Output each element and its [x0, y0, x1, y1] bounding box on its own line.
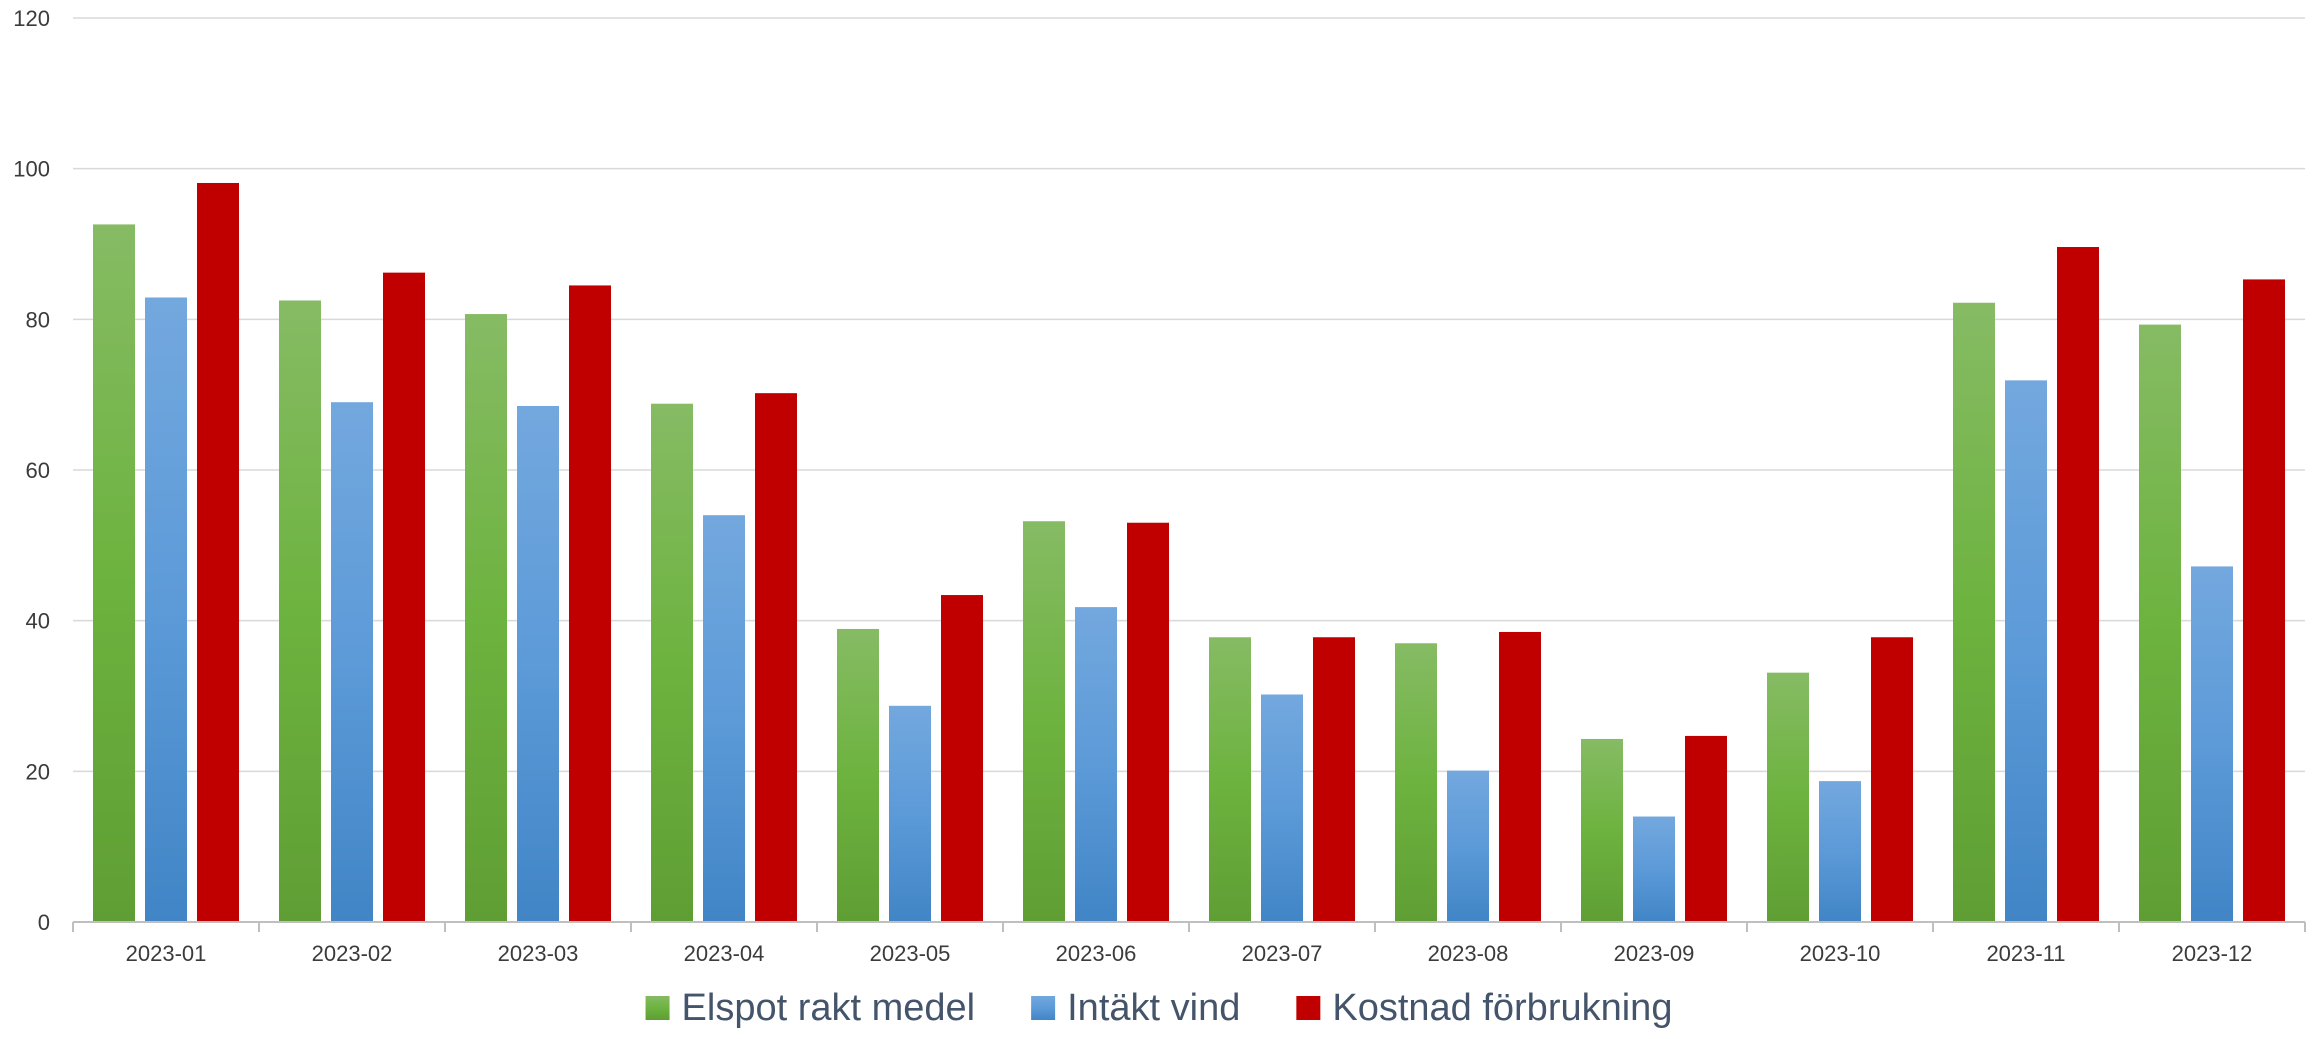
x-axis [72, 921, 2306, 932]
x-tick-label: 2023-11 [1986, 941, 2065, 966]
x-tick-label: 2023-10 [1800, 941, 1881, 966]
bar-3-2023-10 [1871, 637, 1913, 922]
x-tick-label: 2023-12 [2172, 941, 2253, 966]
bar-3-2023-09 [1685, 735, 1727, 922]
y-tick-label: 80 [26, 307, 50, 332]
legend-label-2: Intäkt vind [1067, 987, 1240, 1029]
legend-label-3: Kostnad förbrukning [1332, 987, 1672, 1029]
x-tick-labels: 2023-01 2023-02 2023-03 2023-04 2023-05 2023-… [126, 941, 2253, 966]
bar-2-2023-04 [703, 515, 745, 922]
bar-2-2023-01 [145, 297, 187, 922]
bar-2-2023-08 [1447, 770, 1489, 922]
x-tick-label: 2023-07 [1242, 941, 1323, 966]
bar-2-2023-09 [1633, 816, 1675, 922]
bar-3-2023-12 [2243, 279, 2285, 922]
bar-3-2023-06 [1127, 522, 1169, 922]
bar-2-2023-11 [2005, 380, 2047, 922]
bar-1-2023-02 [279, 300, 321, 922]
x-tick-label: 2023-02 [312, 941, 393, 966]
bar-3-2023-05 [941, 595, 983, 922]
legend-swatch-3 [1296, 996, 1321, 1020]
bar-3-2023-07 [1313, 637, 1355, 922]
bar-3-2023-01 [197, 182, 239, 923]
bar-1-2023-01 [93, 224, 135, 922]
y-tick-label: 100 [13, 157, 50, 182]
legend: Elspot rakt medel Intäkt vind Kostnad förb… [645, 987, 1672, 1029]
bar-1-2023-09 [1581, 738, 1623, 922]
y-tick-label: 0 [38, 910, 50, 935]
y-tick-label: 40 [26, 609, 50, 634]
y-tick-label: 60 [26, 458, 50, 483]
bar-2-2023-12 [2191, 566, 2233, 922]
y-axis: 0 20 40 60 80 100 120 [13, 6, 50, 935]
bar-1-2023-12 [2139, 324, 2181, 922]
x-tick-label: 2023-01 [126, 941, 207, 966]
gridlines [73, 17, 2305, 773]
bar-1-2023-10 [1767, 672, 1809, 922]
legend-swatch-1 [645, 996, 670, 1020]
x-tick-label: 2023-04 [684, 941, 765, 966]
x-tick-label: 2023-03 [498, 941, 579, 966]
bars [93, 182, 2285, 923]
bar-2-2023-02 [331, 402, 373, 922]
bar-1-2023-04 [651, 403, 693, 922]
bar-2-2023-03 [517, 405, 559, 922]
x-tick-label: 2023-05 [870, 941, 951, 966]
legend-swatch-2 [1031, 996, 1056, 1020]
x-tick-label: 2023-06 [1056, 941, 1137, 966]
bar-1-2023-06 [1023, 521, 1065, 922]
bar-1-2023-07 [1209, 637, 1251, 922]
y-tick-label: 120 [13, 6, 50, 31]
x-tick-label: 2023-09 [1614, 941, 1695, 966]
bar-3-2023-04 [755, 393, 797, 922]
bar-3-2023-03 [569, 285, 611, 922]
bar-2-2023-06 [1075, 607, 1117, 922]
legend-label-1: Elspot rakt medel [682, 987, 976, 1029]
bar-1-2023-11 [1953, 302, 1995, 922]
bar-3-2023-02 [383, 272, 425, 922]
bar-1-2023-03 [465, 314, 507, 922]
bar-1-2023-05 [837, 628, 879, 922]
bar-2-2023-10 [1819, 781, 1861, 922]
y-tick-label: 20 [26, 759, 50, 784]
bar-2-2023-07 [1261, 694, 1303, 922]
bar-2-2023-05 [889, 705, 931, 922]
bar-3-2023-11 [2057, 247, 2099, 923]
bar-3-2023-08 [1499, 631, 1541, 922]
bar-1-2023-08 [1395, 643, 1437, 922]
x-tick-label: 2023-08 [1428, 941, 1509, 966]
